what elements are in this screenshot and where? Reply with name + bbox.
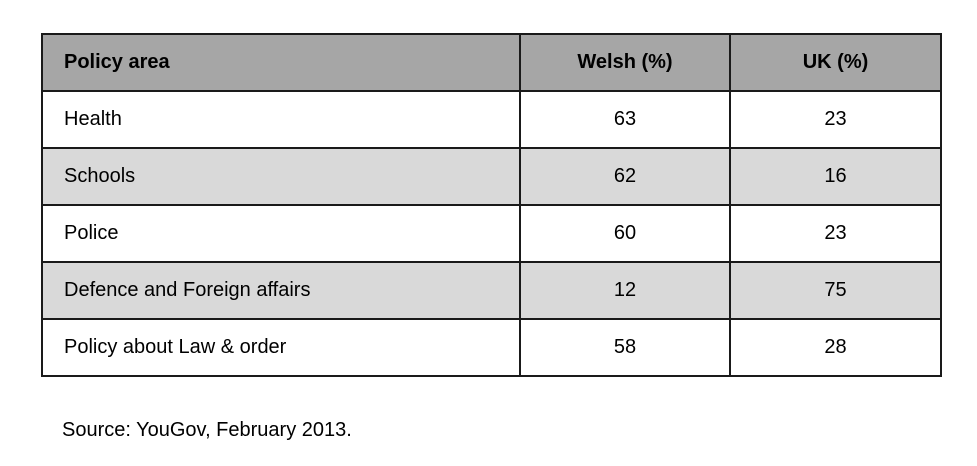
label-cell: Policy about Law & order <box>41 318 521 377</box>
label-cell: Schools <box>41 147 521 206</box>
label-cell: Health <box>41 90 521 149</box>
value-cell: 12 <box>519 261 731 320</box>
value-cell: 60 <box>519 204 731 263</box>
source-note: Source: YouGov, February 2013. <box>62 419 352 441</box>
value-cell: 23 <box>729 90 942 149</box>
value-cell: 62 <box>519 147 731 206</box>
table-row: Policy about Law & order 58 28 <box>41 318 942 377</box>
table-row: Defence and Foreign affairs 12 75 <box>41 261 942 320</box>
table-row: Police 60 23 <box>41 204 942 263</box>
value-cell: 23 <box>729 204 942 263</box>
value-cell: 75 <box>729 261 942 320</box>
value-cell: 58 <box>519 318 731 377</box>
value-cell: 16 <box>729 147 942 206</box>
value-cell: 28 <box>729 318 942 377</box>
label-cell: Defence and Foreign affairs <box>41 261 521 320</box>
table-row: Health 63 23 <box>41 90 942 149</box>
header-cell: Policy area <box>41 33 521 92</box>
data-table: Policy area Welsh (%) UK (%) Health 63 23 Sch… <box>41 33 942 377</box>
header-cell: Welsh (%) <box>519 33 731 92</box>
header-cell: UK (%) <box>729 33 942 92</box>
header-row: Policy area Welsh (%) UK (%) <box>41 33 942 92</box>
table-row: Schools 62 16 <box>41 147 942 206</box>
value-cell: 63 <box>519 90 731 149</box>
label-cell: Police <box>41 204 521 263</box>
